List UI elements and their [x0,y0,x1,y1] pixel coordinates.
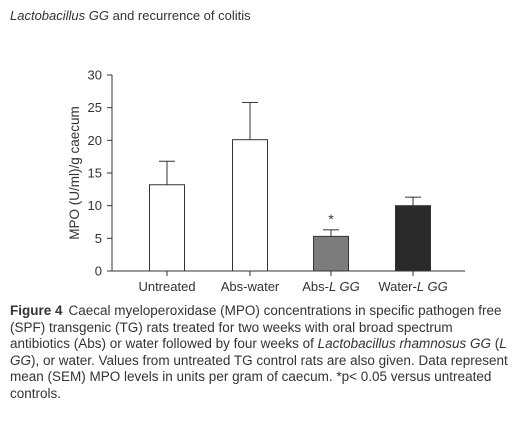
y-tick-label: 15 [88,166,102,181]
caption-part: Caecal myeloperoxidase (MPO) concentrati… [10,303,502,351]
bar [232,139,268,272]
running-head-italic: Lactobacillus GG [10,8,109,23]
x-tick-label: Water-L GG [378,279,447,294]
y-tick-label: 5 [95,231,102,246]
y-tick-label: 10 [88,198,102,213]
x-tick-label: Untreated [138,279,195,294]
y-tick-label: 20 [88,133,102,148]
caption-part: L GG [10,336,507,368]
bar [149,184,185,272]
y-tick-label: 0 [95,264,102,279]
caption-part: ( [490,336,500,351]
figure-caption: Figure 4 Caecal myeloperoxidase (MPO) con… [10,303,515,402]
y-tick-label: 25 [88,100,102,115]
y-tick-label: 30 [88,68,102,83]
bar-chart: 0 5 10 15 20 25 30 MPO (U/ml)/g caecum Untreated… [67,68,465,294]
caption-part: ), or water. Values from untreated TG co… [10,352,508,401]
x-tick-label: Abs-L GG [302,279,360,294]
caption-part: Lactobacillus rhamnosus GG [317,336,491,351]
significance-marker: * [328,211,334,227]
bar [313,235,349,272]
caption-body: Caecal myeloperoxidase (MPO) concentrati… [10,303,508,401]
running-head: Lactobacillus GG and recurrence of colit… [10,8,251,23]
bar [395,205,431,272]
x-tick-label: Abs-water [221,279,280,294]
figure-label: Figure 4 [10,303,63,318]
y-axis-label: MPO (U/ml)/g caecum [67,106,82,240]
running-head-text: and recurrence of colitis [109,8,251,23]
